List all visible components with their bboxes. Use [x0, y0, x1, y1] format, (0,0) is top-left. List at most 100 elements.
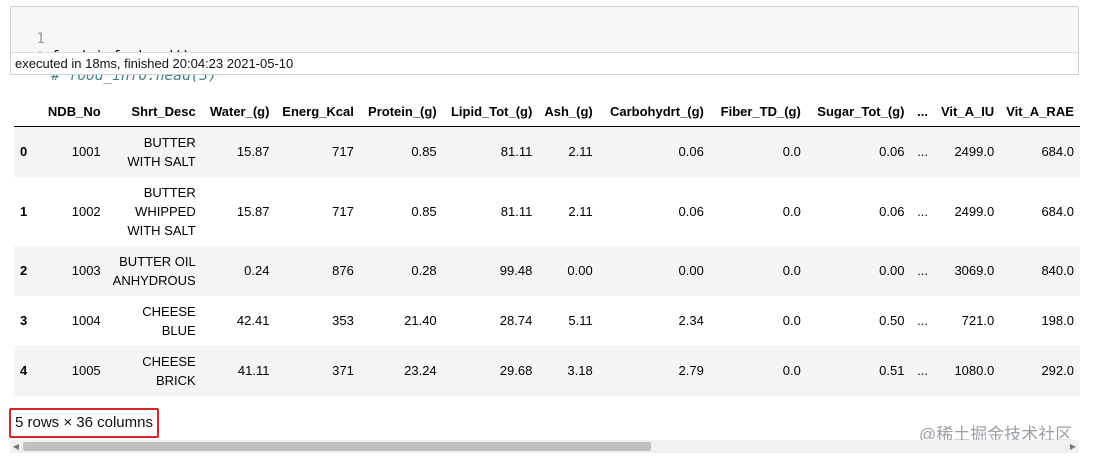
code-line-1: 1 food_info.head() [11, 12, 190, 65]
table-cell: 0.00 [567, 263, 593, 278]
table-cell: 0.00 [879, 263, 905, 278]
table-cell: 371 [332, 363, 354, 378]
column-header: Vit_A_IU [934, 96, 1001, 127]
line-number: 1 [36, 31, 45, 47]
table-cell: 717 [332, 203, 354, 219]
table-cell: ... [917, 144, 929, 160]
table-cell: 684.0 [1041, 144, 1074, 160]
table-cell: 2.11 [568, 203, 593, 219]
table-cell: CHEESE BRICK [142, 353, 196, 388]
table-cell: 1003 [71, 263, 101, 278]
table-cell: 3069.0 [954, 263, 995, 278]
table-cell: 292.0 [1041, 363, 1074, 378]
column-header: Ash_(g) [538, 96, 599, 127]
table-cell: 2.11 [568, 144, 593, 160]
row-index: 1 [20, 203, 28, 219]
table-cell: 99.48 [499, 263, 533, 278]
dataframe-shape-summary: 5 rows × 36 columns [9, 408, 159, 438]
table-cell: 721.0 [961, 313, 995, 328]
row-index: 0 [20, 144, 28, 160]
table-cell: 23.24 [404, 363, 437, 378]
column-header: Vit_A_RAE [1000, 96, 1080, 127]
table-cell: CHEESE BLUE [142, 303, 196, 338]
column-header: Sugar_Tot_(g) [806, 96, 911, 127]
header-row: NDB_No Shrt_Desc Water_(g) Energ_Kcal Pr… [14, 96, 1080, 127]
table-cell: BUTTER WITH SALT [127, 134, 196, 169]
table-cell: 0.85 [411, 144, 437, 160]
table-cell: 0.0 [782, 263, 801, 278]
dataframe-output: NDB_No Shrt_Desc Water_(g) Energ_Kcal Pr… [14, 96, 1080, 398]
table-cell: 2.34 [678, 313, 704, 328]
table-cell: 1004 [71, 313, 101, 328]
horizontal-scrollbar[interactable]: ◀ ▶ [10, 440, 1079, 453]
table-cell: 0.51 [879, 363, 905, 378]
row-index: 3 [20, 313, 28, 328]
table-cell: 81.11 [500, 203, 533, 219]
table-cell: 840.0 [1041, 263, 1074, 278]
table-cell: 353 [332, 313, 354, 328]
table-cell: 1001 [71, 144, 101, 160]
scroll-left-icon[interactable]: ◀ [12, 442, 20, 451]
table-cell: 0.06 [879, 203, 905, 219]
column-header: Fiber_TD_(g) [709, 96, 807, 127]
table-cell: BUTTER OIL ANHYDROUS [112, 253, 196, 288]
execution-time-info: executed in 18ms, finished 20:04:23 2021… [10, 52, 1079, 75]
table-cell: 0.0 [782, 203, 801, 219]
table-cell: 717 [332, 144, 354, 160]
table-cell: 0.06 [879, 144, 905, 160]
column-header: Energ_Kcal [275, 96, 360, 127]
table-row: 0 1001 BUTTER WITH SALT 15.87 717 0.85 8… [14, 126, 1080, 177]
table-row: 4 1005 CHEESE BRICK 41.11 371 23.24 29.6… [14, 345, 1080, 396]
table-row: 3 1004 CHEESE BLUE 42.41 353 21.40 28.74… [14, 296, 1080, 346]
code-line-2: 2 # food_info.head(3) [11, 31, 217, 84]
column-header: Lipid_Tot_(g) [442, 96, 539, 127]
table-cell: 1002 [71, 203, 101, 219]
table-cell: 0.00 [678, 263, 704, 278]
scrollbar-thumb[interactable] [23, 442, 651, 451]
table-cell: 1080.0 [954, 363, 995, 378]
column-header: Shrt_Desc [106, 96, 202, 127]
table-cell: 0.0 [782, 363, 801, 378]
table-cell: 81.11 [500, 144, 533, 160]
column-header: NDB_No [35, 96, 107, 127]
table-cell: 0.50 [879, 313, 905, 328]
column-header: Water_(g) [201, 96, 276, 127]
table-cell: 29.68 [499, 363, 533, 378]
table-cell: 198.0 [1041, 313, 1074, 328]
column-header: Carbohydrt_(g) [598, 96, 710, 127]
index-header [14, 96, 36, 127]
table-row: 2 1003 BUTTER OIL ANHYDROUS 0.24 876 0.2… [14, 245, 1080, 296]
table-cell: 0.28 [411, 263, 437, 278]
table-cell: ... [917, 313, 929, 328]
table-cell: 0.06 [678, 203, 704, 219]
table-cell: ... [917, 203, 929, 219]
table-cell: 0.06 [678, 144, 704, 160]
table-cell: 876 [332, 263, 354, 278]
table-cell: 28.74 [499, 313, 533, 328]
table-cell: 15.87 [236, 144, 270, 160]
watermark: @稀土掘金技术社区 [919, 425, 1073, 444]
row-index: 2 [20, 263, 28, 278]
row-index: 4 [20, 363, 28, 378]
table-cell: 42.41 [236, 313, 270, 328]
table-cell: 1005 [71, 363, 101, 378]
column-header-ellipsis: ... [910, 96, 935, 127]
scroll-right-icon[interactable]: ▶ [1069, 442, 1077, 451]
code-cell-input[interactable]: 1 food_info.head() 2 # food_info.head(3) [10, 6, 1079, 84]
table-cell: 3.18 [567, 363, 593, 378]
table-cell: 15.87 [236, 203, 270, 219]
column-header: Protein_(g) [359, 96, 443, 127]
table-cell: 41.11 [237, 363, 270, 378]
table-cell: ... [917, 263, 929, 278]
table-cell: 21.40 [404, 313, 437, 328]
table-cell: 0.24 [244, 263, 270, 278]
table-cell: 2499.0 [954, 144, 995, 160]
table-cell: ... [917, 363, 929, 378]
table-row: 1 1002 BUTTER WHIPPED WITH SALT 15.87 71… [14, 177, 1080, 246]
table-cell: 2.79 [678, 363, 704, 378]
table-cell: 0.85 [411, 203, 437, 219]
table-cell: 0.0 [782, 313, 801, 328]
table-cell: 684.0 [1041, 203, 1074, 219]
table-cell: 0.0 [782, 144, 801, 160]
dataframe-table: NDB_No Shrt_Desc Water_(g) Energ_Kcal Pr… [14, 96, 1080, 396]
